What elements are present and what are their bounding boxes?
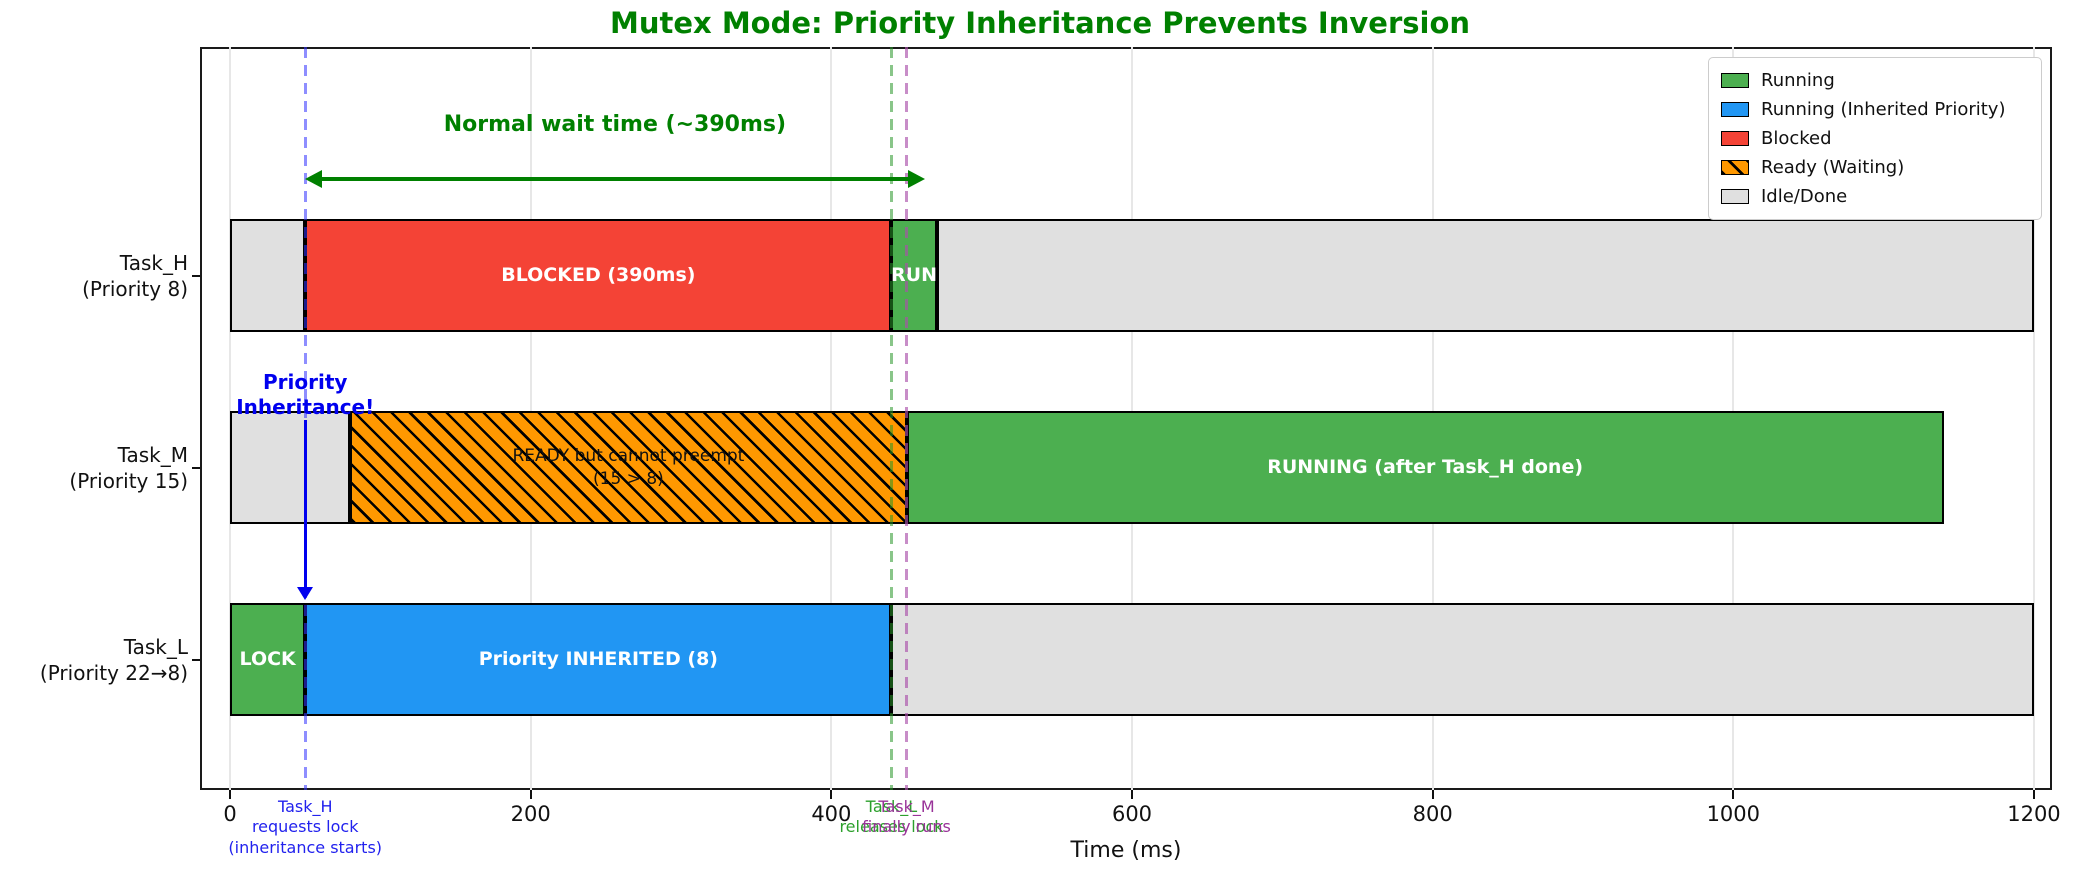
bar-segment-label: RUNNING (after Task_H done) bbox=[1267, 456, 1584, 479]
y-axis-label-task_h: Task_H (Priority 8) bbox=[0, 250, 188, 302]
task-name: Task_H bbox=[119, 250, 188, 275]
x-axis-tick bbox=[1131, 790, 1133, 799]
bar-segment-blocked: BLOCKED (390ms) bbox=[305, 219, 892, 332]
annot-task-m-finally-runs: Task_M finally runs bbox=[862, 797, 951, 837]
legend-label: Running (Inherited Priority) bbox=[1761, 99, 2006, 120]
bar-segment-idle bbox=[230, 219, 306, 332]
legend-label: Blocked bbox=[1761, 128, 1832, 149]
legend-swatch bbox=[1721, 102, 1749, 117]
x-axis-tick bbox=[1431, 790, 1434, 799]
annot-task-l-releases-lock: Task_L releases lock bbox=[839, 797, 944, 837]
lock-release-line bbox=[889, 47, 893, 790]
x-tick-label: 400 bbox=[811, 802, 852, 826]
legend-label: Idle/Done bbox=[1761, 186, 1848, 207]
legend-swatch bbox=[1721, 160, 1749, 175]
y-axis-tick bbox=[192, 274, 200, 277]
taskm-runs-line bbox=[905, 47, 909, 790]
x-axis-tick bbox=[830, 790, 833, 799]
bar-segment-label: Priority INHERITED (8) bbox=[478, 648, 718, 671]
x-tick-label: 800 bbox=[1412, 802, 1453, 826]
legend-label: Running bbox=[1761, 70, 1835, 91]
bar-segment-running: RUNNING (after Task_H done) bbox=[906, 411, 1944, 524]
legend-item: Ready (Waiting) bbox=[1721, 153, 2029, 182]
bar-segment-label: READY but cannot preempt (15 > 8) bbox=[512, 446, 745, 489]
x-axis-tick bbox=[1732, 790, 1735, 799]
legend-item: Running (Inherited Priority) bbox=[1721, 95, 2029, 124]
y-axis-tick bbox=[192, 658, 200, 661]
priority-inheritance-arrow-head bbox=[297, 587, 314, 600]
legend-item: Running bbox=[1721, 66, 2029, 95]
task-priority: (Priority 15) bbox=[69, 468, 188, 493]
x-tick-label: 1200 bbox=[2007, 802, 2061, 826]
x-axis-tick bbox=[229, 790, 232, 799]
y-axis-tick bbox=[192, 466, 200, 469]
bar-segment-ready: READY but cannot preempt (15 > 8) bbox=[350, 411, 907, 524]
priority-inheritance-arrow-line bbox=[303, 420, 307, 588]
legend-label: Ready (Waiting) bbox=[1761, 157, 1905, 178]
bar-segment-running: LOCK bbox=[230, 603, 306, 716]
task-name: Task_L bbox=[123, 634, 188, 659]
x-axis-label: Time (ms) bbox=[1070, 838, 1182, 863]
x-axis-tick bbox=[2032, 790, 2035, 799]
bar-segment-running: RUN bbox=[891, 219, 938, 332]
task-priority: (Priority 8) bbox=[82, 276, 188, 301]
y-axis-label-task_l: Task_L (Priority 22→8) bbox=[0, 634, 188, 686]
y-axis-label-task_m: Task_M (Priority 15) bbox=[0, 442, 188, 494]
legend-item: Idle/Done bbox=[1721, 182, 2029, 211]
wait-arrow-right-head bbox=[907, 170, 925, 188]
legend-item: Blocked bbox=[1721, 124, 2029, 153]
task-name: Task_M bbox=[117, 442, 188, 467]
legend-swatch bbox=[1721, 73, 1749, 88]
annot-task-h-requests-lock: Task_H requests lock (inheritance starts) bbox=[228, 797, 383, 857]
wait-time-label: Normal wait time (~390ms) bbox=[443, 112, 787, 137]
bar-segment-label: LOCK bbox=[239, 648, 296, 671]
bar-segment-idle bbox=[891, 603, 2034, 716]
wait-arrow-left-head bbox=[305, 170, 323, 188]
bar-segment-idle bbox=[230, 411, 351, 524]
x-tick-label: 200 bbox=[510, 802, 551, 826]
bar-segment-label: RUN bbox=[891, 264, 938, 287]
x-axis-tick bbox=[529, 790, 532, 799]
priority-inheritance-label: Priority Inheritance! bbox=[236, 370, 375, 419]
chart-title: Mutex Mode: Priority Inheritance Prevent… bbox=[609, 6, 1471, 40]
legend-swatch bbox=[1721, 131, 1749, 146]
legend: Running Running (Inherited Priority) Block… bbox=[1708, 57, 2042, 220]
legend-swatch bbox=[1721, 189, 1749, 204]
x-tick-label: 1000 bbox=[1706, 802, 1761, 826]
x-tick-label: 600 bbox=[1111, 802, 1153, 826]
wait-arrow-line bbox=[319, 177, 911, 181]
x-tick-label: 0 bbox=[223, 802, 237, 826]
task-priority: (Priority 22→8) bbox=[39, 660, 188, 685]
grid-line bbox=[2032, 47, 2035, 790]
bar-segment-idle bbox=[936, 219, 2034, 332]
bar-segment-label: BLOCKED (390ms) bbox=[501, 264, 696, 287]
bar-segment-inherited: Priority INHERITED (8) bbox=[305, 603, 892, 716]
lock-request-line bbox=[303, 47, 307, 790]
